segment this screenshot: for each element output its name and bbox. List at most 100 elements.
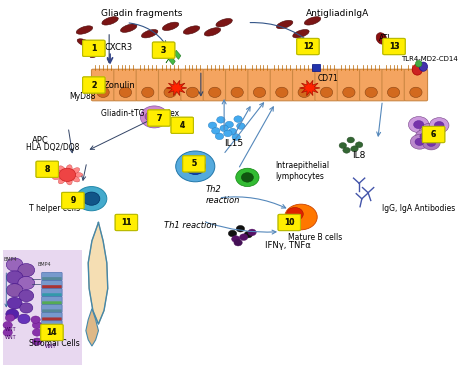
Text: 3: 3 [161,46,166,55]
Circle shape [343,147,350,153]
FancyBboxPatch shape [42,313,62,321]
Circle shape [185,158,206,174]
Circle shape [241,173,254,182]
Circle shape [409,117,429,133]
Text: AntigliadinIgA: AntigliadinIgA [306,9,369,18]
Text: 12: 12 [303,42,313,51]
Text: CXCR3: CXCR3 [104,43,132,52]
Text: 4: 4 [180,121,185,130]
Text: WNT: WNT [45,344,56,349]
FancyBboxPatch shape [153,42,175,58]
Text: Mature B cells: Mature B cells [288,233,343,242]
Text: 5: 5 [191,159,196,168]
Circle shape [244,231,253,238]
Circle shape [415,130,433,143]
Text: Gliadin fragments: Gliadin fragments [101,9,182,18]
Ellipse shape [186,87,199,98]
Text: 10: 10 [284,218,294,227]
Circle shape [6,271,23,284]
FancyBboxPatch shape [82,40,105,56]
Circle shape [234,239,242,246]
Ellipse shape [163,22,179,31]
Text: 6: 6 [431,130,436,139]
FancyBboxPatch shape [42,297,62,305]
Text: BMP4: BMP4 [38,262,52,268]
Ellipse shape [216,18,232,27]
Text: 11: 11 [121,218,132,227]
FancyBboxPatch shape [41,325,63,340]
Text: 6: 6 [431,130,436,139]
Circle shape [20,303,33,313]
Ellipse shape [53,170,63,176]
Circle shape [237,123,245,130]
FancyBboxPatch shape [292,69,316,101]
Text: 13: 13 [389,42,399,51]
FancyBboxPatch shape [82,77,105,93]
Ellipse shape [97,87,109,98]
Circle shape [351,146,358,152]
Ellipse shape [90,48,102,58]
FancyBboxPatch shape [42,329,62,337]
Circle shape [347,137,355,143]
Ellipse shape [293,29,309,38]
Ellipse shape [120,24,137,32]
Text: HLA DQ2/DQ8: HLA DQ2/DQ8 [26,143,80,152]
Ellipse shape [71,168,80,174]
Circle shape [415,138,424,145]
Circle shape [234,116,242,123]
Text: 2: 2 [91,81,96,89]
FancyBboxPatch shape [171,117,193,134]
Circle shape [176,151,215,182]
Ellipse shape [73,173,83,177]
Circle shape [232,134,240,140]
Ellipse shape [204,28,221,36]
FancyBboxPatch shape [42,333,62,336]
Text: 8: 8 [45,165,50,174]
FancyBboxPatch shape [42,301,62,304]
Text: CD71: CD71 [317,74,338,83]
FancyBboxPatch shape [82,40,105,56]
Ellipse shape [343,87,355,98]
FancyBboxPatch shape [248,69,271,101]
Text: 14: 14 [46,328,57,337]
Circle shape [356,142,363,148]
Text: Stromal Cells: Stromal Cells [28,339,79,348]
FancyBboxPatch shape [114,69,137,101]
Circle shape [18,276,35,290]
FancyBboxPatch shape [158,69,182,101]
FancyBboxPatch shape [42,289,62,297]
Circle shape [420,133,428,140]
Text: APC: APC [32,136,49,145]
FancyBboxPatch shape [383,38,405,54]
Circle shape [239,234,248,240]
Text: 4: 4 [180,121,185,130]
Ellipse shape [119,87,132,98]
Ellipse shape [298,87,310,98]
FancyBboxPatch shape [297,38,319,54]
Text: 1: 1 [91,44,96,53]
Text: BMP4: BMP4 [3,257,17,262]
FancyBboxPatch shape [422,127,445,142]
Text: 10: 10 [284,218,294,227]
Circle shape [224,130,232,137]
FancyBboxPatch shape [42,280,62,289]
Circle shape [6,284,23,297]
FancyBboxPatch shape [62,192,84,209]
FancyBboxPatch shape [41,325,63,340]
Ellipse shape [231,87,243,98]
Circle shape [18,314,30,324]
Text: Intraepithelial
lymphocytes: Intraepithelial lymphocytes [275,162,329,181]
FancyBboxPatch shape [181,69,204,101]
Circle shape [236,168,259,187]
Circle shape [228,230,237,237]
FancyBboxPatch shape [337,69,361,101]
Ellipse shape [58,166,66,173]
Ellipse shape [145,111,164,123]
FancyBboxPatch shape [182,156,205,172]
FancyBboxPatch shape [360,69,383,101]
Circle shape [215,133,224,139]
FancyBboxPatch shape [115,215,137,231]
FancyBboxPatch shape [382,69,405,101]
Ellipse shape [387,87,400,98]
Circle shape [434,121,444,129]
